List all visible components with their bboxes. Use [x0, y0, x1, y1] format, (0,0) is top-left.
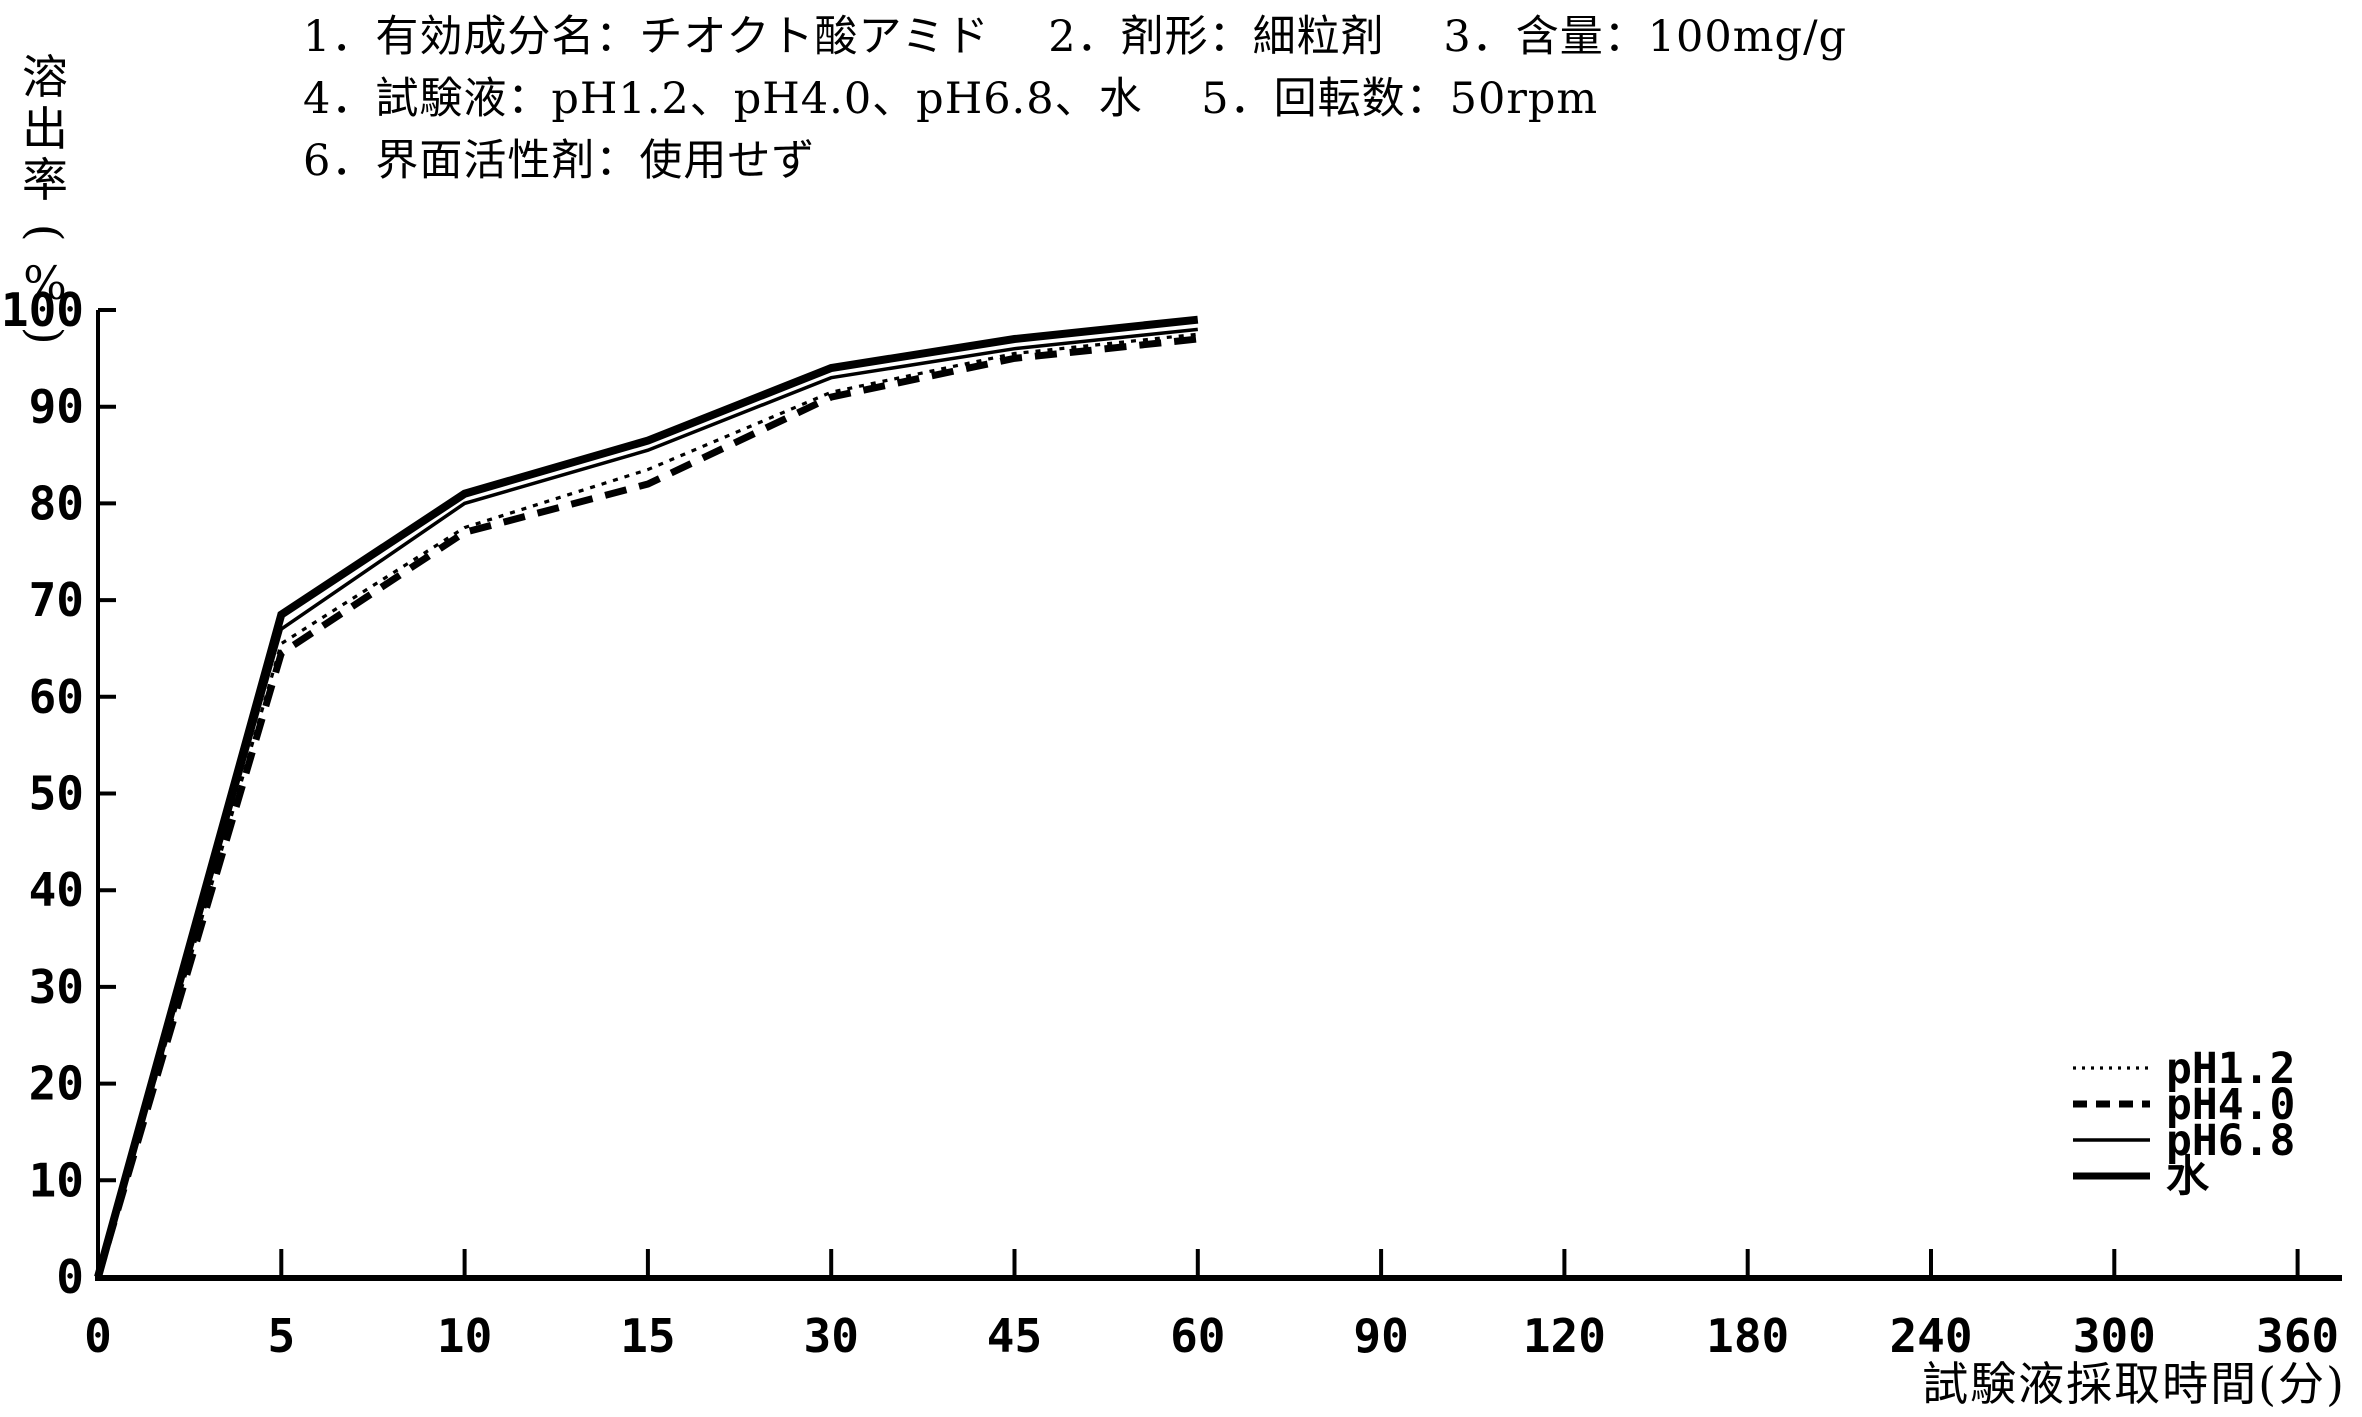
y-axis-title-char: 率	[22, 153, 68, 208]
y-tick-label: 20	[29, 1057, 84, 1111]
legend-label-水: 水	[2166, 1152, 2210, 1202]
x-axis-title: 試験液採取時間(分)	[1922, 1357, 2346, 1411]
x-tick-label: 360	[2256, 1309, 2339, 1363]
series-line-pH1.2	[96, 332, 1198, 1278]
x-tick-label: 60	[1170, 1309, 1225, 1363]
y-tick-label: 100	[1, 283, 84, 337]
y-tick-label: 30	[29, 960, 84, 1014]
series-line-水	[94, 315, 1199, 1279]
x-tick-label: 30	[804, 1309, 859, 1363]
condition-line-test-fluids: 4．試験液：pH1.2、pH4.0、pH6.8、水 5．回転数：50rpm	[303, 74, 1599, 124]
y-tick-label: 50	[29, 767, 84, 821]
legend-label-pH1.2: pH1.2	[2166, 1044, 2295, 1094]
x-tick-label: 5	[267, 1309, 295, 1363]
y-tick-label: 70	[29, 573, 84, 627]
x-tick-label: 180	[1706, 1309, 1789, 1363]
test-conditions-block: 1．有効成分名：チオクト酸アミド 2．剤形：細粒剤 3．含量：100mg/g 4…	[303, 6, 1847, 192]
series-line-pH4.0	[94, 335, 1199, 1278]
condition-line-active-ingredient: 1．有効成分名：チオクト酸アミド 2．剤形：細粒剤 3．含量：100mg/g	[303, 12, 1848, 62]
y-tick-label: 80	[29, 476, 84, 530]
x-tick-label: 240	[1889, 1309, 1972, 1363]
x-tick-label: 0	[84, 1309, 112, 1363]
y-tick-label: 10	[29, 1153, 84, 1207]
y-axis-title-char: 出	[22, 101, 68, 156]
x-tick-label: 45	[987, 1309, 1042, 1363]
legend-label-pH4.0: pH4.0	[2166, 1080, 2295, 1130]
y-axis-title: 溶出率(%)	[19, 50, 73, 361]
x-tick-label: 300	[2073, 1309, 2156, 1363]
y-tick-label: 60	[29, 670, 84, 724]
x-tick-label: 90	[1353, 1309, 1408, 1363]
y-axis-title-char: 溶	[22, 50, 68, 104]
x-tick-label: 10	[437, 1309, 492, 1363]
condition-line-surfactant: 6．界面活性剤：使用せず	[303, 136, 816, 186]
x-tick-label: 120	[1523, 1309, 1606, 1363]
y-tick-label: 0	[56, 1250, 84, 1304]
series-line-pH6.8	[96, 327, 1198, 1278]
y-tick-label: 40	[29, 863, 84, 917]
x-tick-label: 15	[620, 1309, 675, 1363]
y-tick-label: 90	[29, 380, 84, 434]
legend-label-pH6.8: pH6.8	[2166, 1116, 2295, 1166]
y-axis-title-char: %	[23, 256, 67, 311]
